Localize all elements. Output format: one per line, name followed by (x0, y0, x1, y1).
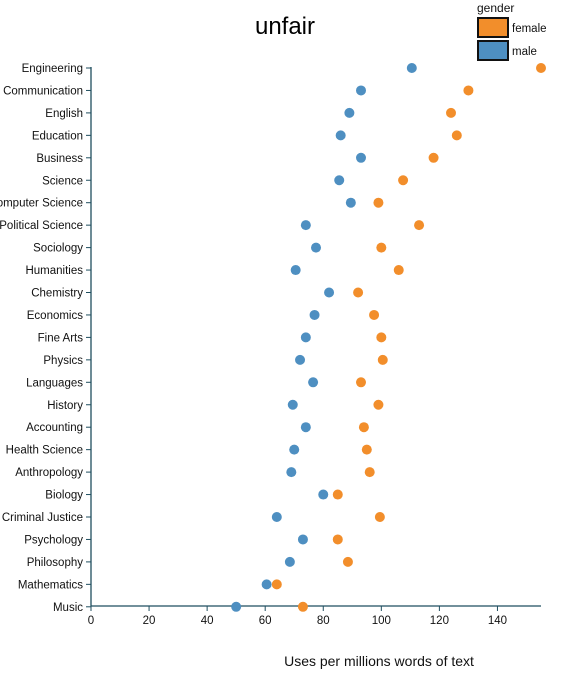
point-female (446, 107, 456, 118)
point-female (271, 579, 282, 590)
x-tick-label: 40 (201, 615, 214, 627)
y-tick-label: Music (53, 602, 83, 614)
y-tick-label: Anthropology (15, 467, 83, 479)
point-male (406, 63, 417, 73)
y-tick-label: English (45, 108, 83, 120)
y-axis: Engineering Communication English Education… (0, 63, 92, 614)
point-male (271, 512, 282, 522)
y-tick-label: Political Science (0, 220, 83, 232)
y-tick-label: Physics (43, 355, 83, 367)
point-male (289, 444, 300, 455)
point-male (287, 399, 298, 410)
x-axis: 0 20 40 60 80 100 120 140 (88, 605, 541, 627)
point-male (284, 556, 295, 567)
y-tick-label: Economics (27, 310, 83, 322)
y-tick-label: Science (42, 175, 83, 187)
point-female (373, 399, 384, 410)
y-tick-label: Criminal Justice (2, 512, 83, 524)
y-tick-label: Biology (45, 490, 83, 502)
point-male (311, 242, 321, 253)
legend: gender female male (477, 1, 547, 61)
y-tick-label: Communication (3, 85, 83, 97)
y-tick-label: Computer Science (0, 198, 83, 210)
point-female (332, 534, 343, 545)
x-tick-label: 20 (143, 615, 156, 627)
y-tick-label: Chemistry (31, 288, 83, 300)
x-tick-label: 100 (372, 615, 391, 627)
point-male (344, 107, 355, 118)
x-axis-label: Uses per millions words of text (284, 653, 474, 669)
point-female (332, 489, 343, 500)
point-female (358, 422, 369, 433)
point-male (295, 354, 306, 365)
point-male (356, 152, 366, 163)
y-tick-label: Languages (26, 377, 83, 389)
point-female (353, 287, 364, 298)
legend-swatch-male (477, 40, 509, 61)
legend-swatch-female (477, 17, 509, 38)
y-tick-label: Sociology (33, 243, 83, 255)
point-female (451, 130, 462, 141)
point-male (334, 175, 345, 186)
point-female (373, 197, 384, 208)
y-tick-label: Fine Arts (38, 332, 84, 344)
point-male (308, 377, 319, 388)
point-female (342, 556, 353, 567)
point-female (463, 85, 474, 96)
x-tick-label: 0 (88, 615, 94, 627)
point-male (300, 422, 311, 433)
y-tick-label: Accounting (26, 422, 83, 434)
y-tick-label: Mathematics (18, 579, 83, 591)
point-female (536, 63, 546, 73)
data-points (231, 63, 546, 612)
point-male (300, 332, 311, 343)
y-tick-label: Humanities (25, 265, 83, 277)
point-female (377, 354, 388, 365)
point-female (393, 265, 404, 276)
point-male (318, 489, 329, 500)
x-tick-label: 80 (317, 615, 330, 627)
y-tick-label: Psychology (24, 534, 83, 546)
point-male (261, 579, 272, 590)
point-female (356, 377, 366, 388)
x-tick-label: 120 (430, 615, 449, 627)
legend-label-male: male (512, 46, 537, 58)
point-male (345, 197, 356, 208)
point-female (376, 332, 387, 343)
point-male (324, 287, 335, 298)
point-male (356, 85, 366, 96)
legend-title: gender (477, 1, 514, 15)
y-tick-label: Philosophy (27, 557, 84, 569)
point-female (361, 444, 372, 455)
point-female (398, 175, 409, 186)
point-male (300, 220, 311, 231)
point-female (364, 467, 375, 478)
y-tick-label: Health Science (6, 445, 83, 457)
chart-title: unfair (255, 13, 315, 40)
point-female (376, 242, 387, 253)
y-tick-label: History (47, 400, 83, 412)
point-female (297, 601, 308, 612)
point-female (414, 220, 425, 231)
y-tick-label: Engineering (22, 63, 83, 75)
point-male (309, 309, 320, 320)
point-male (335, 130, 346, 141)
legend-label-female: female (512, 23, 547, 35)
point-male (231, 601, 242, 612)
point-male (290, 265, 301, 276)
point-male (297, 534, 308, 545)
point-male (286, 467, 297, 478)
y-tick-label: Education (32, 130, 83, 142)
point-female (374, 512, 385, 522)
x-tick-label: 140 (488, 615, 507, 627)
point-female (369, 309, 380, 320)
y-tick-label: Business (36, 153, 83, 165)
point-female (428, 152, 439, 163)
x-tick-label: 60 (259, 615, 272, 627)
